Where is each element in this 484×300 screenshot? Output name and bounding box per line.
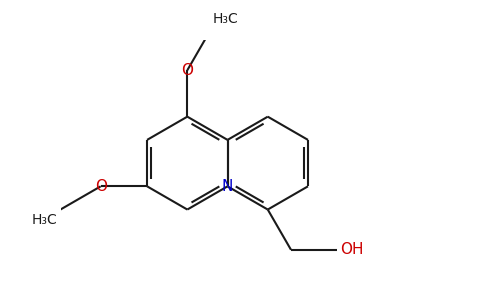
Text: OH: OH [340, 242, 363, 257]
Text: N: N [222, 179, 233, 194]
Text: O: O [95, 179, 106, 194]
Text: H₃C: H₃C [32, 213, 58, 227]
Text: O: O [182, 63, 193, 78]
Text: H₃C: H₃C [212, 12, 238, 26]
